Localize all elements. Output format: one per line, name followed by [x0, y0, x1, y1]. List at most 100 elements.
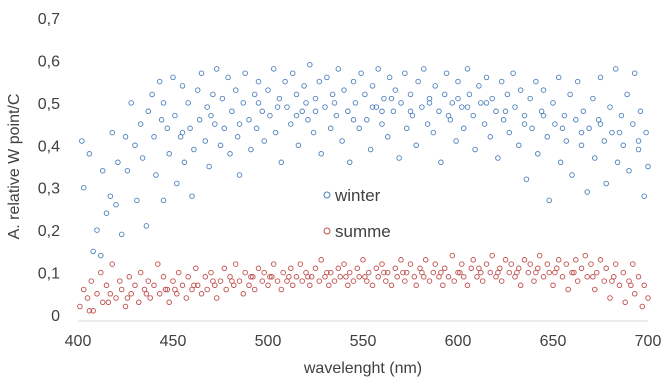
data-point-summe: [132, 282, 138, 289]
data-point-summe: [487, 269, 494, 276]
data-point-winter: [527, 95, 533, 102]
data-point-winter: [478, 100, 484, 106]
data-point-winter: [512, 104, 518, 110]
data-point-summe: [166, 299, 172, 306]
data-point-summe: [278, 286, 285, 293]
data-point-winter: [248, 146, 254, 153]
data-point-winter: [578, 129, 585, 136]
data-point-summe: [555, 257, 562, 263]
data-point-winter: [569, 172, 575, 178]
data-point-winter: [597, 121, 604, 127]
data-point-winter: [189, 193, 195, 199]
data-point-winter: [202, 138, 209, 144]
data-point-winter: [635, 138, 642, 144]
data-point-summe: [451, 278, 457, 284]
data-point-winter: [445, 112, 452, 119]
data-point-summe: [381, 269, 387, 276]
data-point-summe: [221, 265, 228, 272]
data-point-winter: [139, 155, 146, 161]
data-point-summe: [464, 282, 471, 289]
data-point-winter: [232, 87, 239, 93]
data-point-summe: [307, 282, 313, 289]
data-point-winter: [584, 189, 590, 195]
data-point-winter: [557, 159, 564, 166]
data-point-winter: [312, 108, 319, 115]
data-point-summe: [128, 291, 134, 297]
data-point-winter: [580, 108, 587, 115]
data-point-winter: [339, 138, 345, 144]
data-point-summe: [497, 265, 503, 272]
data-point-winter: [403, 125, 410, 132]
data-point-winter: [561, 112, 568, 119]
data-point-summe: [362, 274, 368, 280]
data-point-summe: [628, 282, 634, 289]
data-point-summe: [137, 269, 144, 276]
data-point-summe: [354, 265, 361, 272]
data-point-summe: [601, 278, 608, 284]
data-point-summe: [308, 274, 315, 280]
data-point-summe: [506, 269, 513, 276]
data-point-summe: [533, 269, 539, 276]
data-point-summe: [118, 286, 125, 293]
data-point-winter: [546, 197, 552, 204]
data-point-winter: [242, 70, 248, 76]
data-point-winter: [398, 100, 404, 106]
data-point-winter: [156, 78, 163, 85]
data-point-summe: [107, 291, 114, 297]
data-point-summe: [365, 269, 372, 276]
data-point-summe: [603, 265, 609, 272]
data-point-summe: [151, 282, 157, 289]
data-point-winter: [212, 121, 218, 127]
data-point-winter: [373, 104, 380, 110]
data-point-winter: [540, 112, 547, 119]
data-point-winter: [483, 100, 490, 106]
data-point-winter: [495, 155, 501, 161]
data-point-summe: [289, 282, 296, 289]
data-point-winter: [255, 78, 262, 85]
data-point-summe: [299, 278, 305, 284]
data-point-winter: [487, 134, 494, 140]
data-point-summe: [394, 274, 400, 280]
data-point-summe: [229, 278, 235, 284]
x-tick-label: 400: [65, 333, 92, 350]
data-point-summe: [531, 278, 537, 284]
data-point-winter: [164, 125, 171, 132]
x-tick-label: 650: [540, 333, 567, 350]
data-point-winter: [99, 167, 106, 174]
data-point-summe: [384, 269, 391, 276]
data-point-winter: [641, 193, 647, 199]
data-point-summe: [609, 278, 615, 284]
data-point-winter: [498, 78, 505, 85]
data-point-summe: [261, 269, 267, 276]
data-point-summe: [172, 286, 178, 293]
data-point-summe: [521, 257, 528, 263]
data-point-summe: [204, 286, 210, 293]
data-point-summe: [413, 282, 419, 289]
data-point-summe: [622, 299, 628, 306]
data-point-winter: [516, 142, 522, 149]
data-point-winter: [174, 180, 180, 187]
x-tick-label: 500: [255, 333, 282, 350]
data-point-winter: [234, 134, 241, 140]
data-point-summe: [326, 282, 332, 289]
data-point-winter: [109, 129, 115, 136]
data-point-summe: [468, 265, 475, 272]
data-point-winter: [191, 146, 197, 153]
data-point-winter: [643, 129, 649, 136]
data-point-winter: [555, 74, 562, 81]
data-point-winter: [267, 112, 273, 119]
data-point-winter: [396, 155, 402, 161]
data-point-winter: [369, 83, 376, 89]
data-point-winter: [236, 172, 243, 178]
data-point-summe: [105, 299, 112, 306]
x-tick-label: 450: [160, 333, 187, 350]
data-point-summe: [280, 269, 286, 276]
data-point-summe: [432, 261, 438, 267]
data-point-winter: [307, 61, 313, 68]
data-point-winter: [367, 146, 374, 153]
data-point-summe: [470, 257, 476, 263]
data-point-winter: [535, 151, 541, 157]
data-point-summe: [402, 278, 408, 284]
data-point-summe: [175, 269, 182, 276]
data-point-winter: [305, 117, 311, 123]
